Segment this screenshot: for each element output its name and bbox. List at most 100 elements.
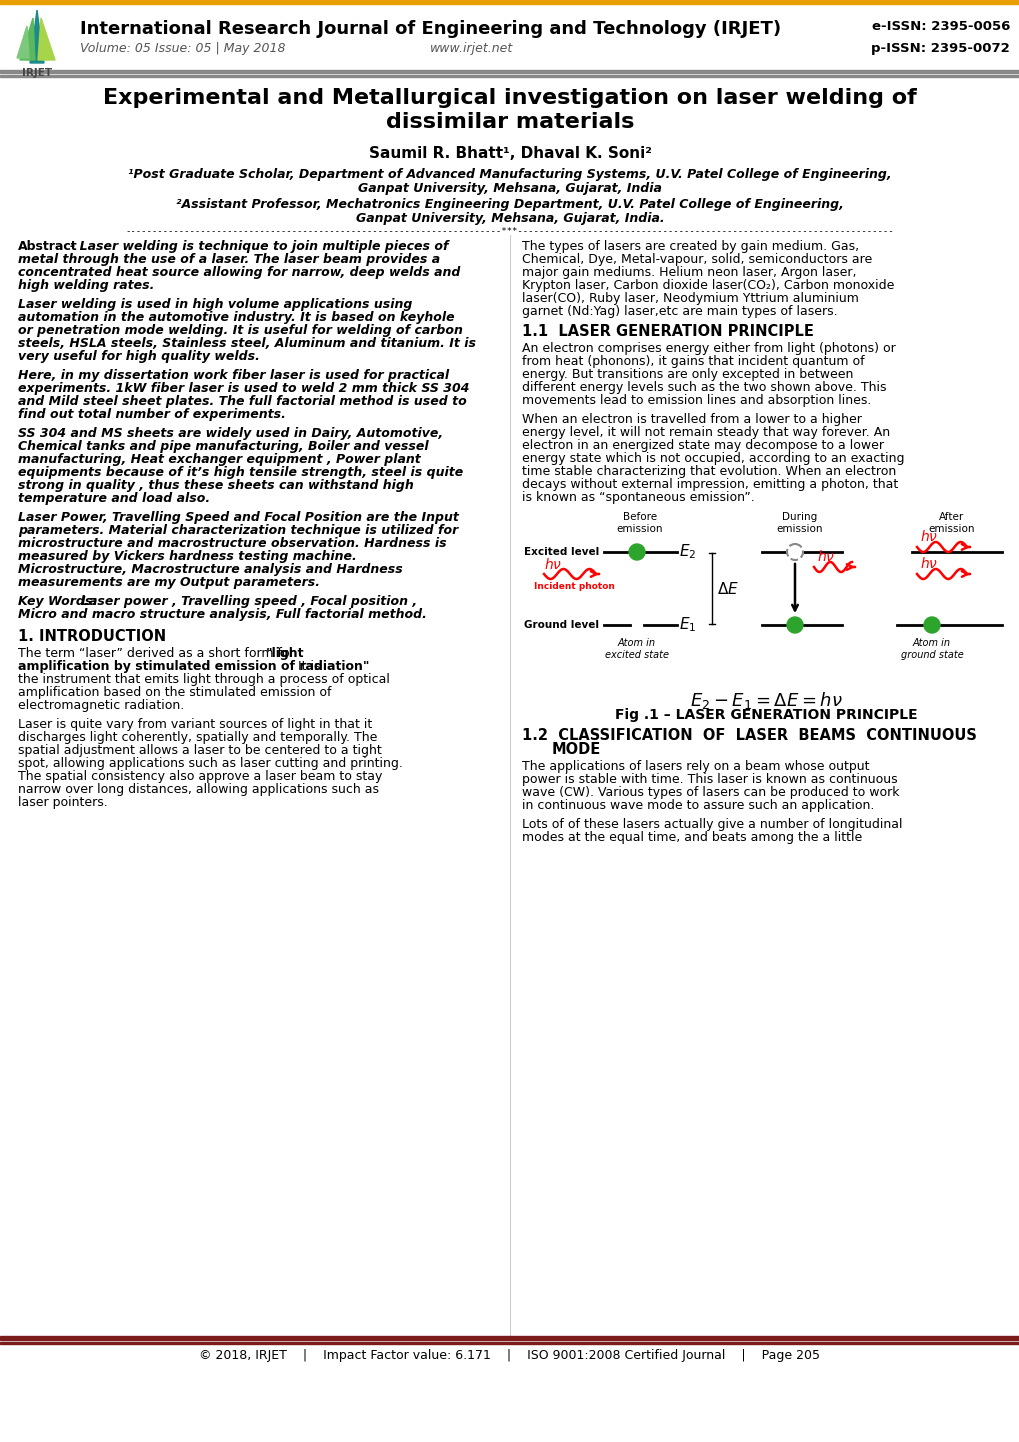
Text: The applications of lasers rely on a beam whose output: The applications of lasers rely on a bea… (522, 760, 868, 773)
Text: $h\nu$: $h\nu$ (919, 529, 937, 544)
Text: measurements are my Output parameters.: measurements are my Output parameters. (18, 575, 320, 588)
Text: spatial adjustment allows a laser to be centered to a tight: spatial adjustment allows a laser to be … (18, 744, 381, 757)
Text: After
emission: After emission (928, 512, 974, 534)
Text: During
emission: During emission (776, 512, 822, 534)
Text: movements lead to emission lines and absorption lines.: movements lead to emission lines and abs… (522, 394, 870, 407)
Text: $\Delta E$: $\Delta E$ (716, 581, 739, 597)
Text: Experimental and Metallurgical investigation on laser welding of: Experimental and Metallurgical investiga… (103, 88, 916, 108)
Text: Before
emission: Before emission (616, 512, 662, 534)
Text: Ground level: Ground level (524, 620, 598, 630)
Text: wave (CW). Various types of lasers can be produced to work: wave (CW). Various types of lasers can b… (522, 786, 899, 799)
Text: Laser is quite vary from variant sources of light in that it: Laser is quite vary from variant sources… (18, 718, 372, 731)
Text: modes at the equal time, and beats among the a little: modes at the equal time, and beats among… (522, 831, 861, 844)
Text: Atom in
excited state: Atom in excited state (604, 637, 668, 659)
Text: An electron comprises energy either from light (photons) or: An electron comprises energy either from… (522, 342, 895, 355)
Text: time stable characterizing that evolution. When an electron: time stable characterizing that evolutio… (522, 464, 896, 477)
Text: Saumil R. Bhatt¹, Dhaval K. Soni²: Saumil R. Bhatt¹, Dhaval K. Soni² (368, 146, 651, 162)
Text: e-ISSN: 2395-0056: e-ISSN: 2395-0056 (871, 20, 1009, 33)
Text: When an electron is travelled from a lower to a higher: When an electron is travelled from a low… (522, 412, 861, 425)
Text: Laser power , Travelling speed , Focal position ,: Laser power , Travelling speed , Focal p… (81, 596, 417, 609)
Text: Lots of of these lasers actually give a number of longitudinal: Lots of of these lasers actually give a … (522, 818, 902, 831)
Text: $E_1$: $E_1$ (679, 616, 696, 634)
Text: experiments. 1kW fiber laser is used to weld 2 mm thick SS 304: experiments. 1kW fiber laser is used to … (18, 382, 469, 395)
Text: amplification by stimulated emission of radiation": amplification by stimulated emission of … (18, 660, 369, 673)
Text: p-ISSN: 2395-0072: p-ISSN: 2395-0072 (870, 42, 1009, 55)
Text: Volume: 05 Issue: 05 | May 2018: Volume: 05 Issue: 05 | May 2018 (79, 42, 285, 55)
Text: ----------------------------------------------------------------------***-------: ----------------------------------------… (125, 226, 894, 235)
Text: different energy levels such as the two shown above. This: different energy levels such as the two … (522, 381, 886, 394)
Text: Laser Power, Travelling Speed and Focal Position are the Input: Laser Power, Travelling Speed and Focal … (18, 510, 459, 523)
Text: $h\nu$: $h\nu$ (543, 557, 561, 572)
Text: 1.2  CLASSIFICATION  OF  LASER  BEAMS  CONTINUOUS: 1.2 CLASSIFICATION OF LASER BEAMS CONTIN… (522, 728, 976, 743)
Text: electron in an energized state may decompose to a lower: electron in an energized state may decom… (522, 438, 883, 451)
Circle shape (923, 617, 940, 633)
Text: ²Assistant Professor, Mechatronics Engineering Department, U.V. Patel College of: ²Assistant Professor, Mechatronics Engin… (176, 198, 843, 211)
Text: steels, HSLA steels, Stainless steel, Aluminum and titanium. It is: steels, HSLA steels, Stainless steel, Al… (18, 337, 476, 350)
Text: automation in the automotive industry. It is based on keyhole: automation in the automotive industry. I… (18, 311, 454, 324)
Text: parameters. Material characterization technique is utilized for: parameters. Material characterization te… (18, 523, 458, 536)
Text: high welding rates.: high welding rates. (18, 278, 154, 291)
Text: The types of lasers are created by gain medium. Gas,: The types of lasers are created by gain … (522, 239, 858, 252)
Text: in continuous wave mode to assure such an application.: in continuous wave mode to assure such a… (522, 799, 873, 812)
Polygon shape (17, 26, 29, 58)
Text: International Research Journal of Engineering and Technology (IRJET): International Research Journal of Engine… (79, 20, 781, 37)
Text: "light: "light (266, 647, 305, 660)
Text: IRJET: IRJET (22, 68, 52, 78)
Circle shape (629, 544, 644, 559)
Bar (0, 0, 1019, 4)
Text: SS 304 and MS sheets are widely used in Dairy, Automotive,: SS 304 and MS sheets are widely used in … (18, 427, 442, 440)
Text: or penetration mode welding. It is useful for welding of carbon: or penetration mode welding. It is usefu… (18, 324, 463, 337)
Polygon shape (38, 17, 55, 61)
Text: electromagnetic radiation.: electromagnetic radiation. (18, 699, 184, 712)
Text: energy state which is not occupied, according to an exacting: energy state which is not occupied, acco… (522, 451, 904, 464)
Text: . It is: . It is (289, 660, 320, 673)
Circle shape (787, 544, 802, 559)
Text: $E_2 - E_1 = \Delta E = h\nu$: $E_2 - E_1 = \Delta E = h\nu$ (689, 691, 842, 711)
Text: very useful for high quality welds.: very useful for high quality welds. (18, 350, 260, 363)
Text: ¹Post Graduate Scholar, Department of Advanced Manufacturing Systems, U.V. Patel: ¹Post Graduate Scholar, Department of Ad… (128, 169, 891, 182)
Text: MODE: MODE (551, 743, 600, 757)
Text: 1. INTRODUCTION: 1. INTRODUCTION (18, 629, 166, 645)
Text: energy level, it will not remain steady that way forever. An: energy level, it will not remain steady … (522, 425, 890, 438)
Text: Micro and macro structure analysis, Full factorial method.: Micro and macro structure analysis, Full… (18, 609, 427, 622)
Text: is known as “spontaneous emission”.: is known as “spontaneous emission”. (522, 490, 754, 505)
Polygon shape (20, 17, 35, 61)
Text: spot, allowing applications such as laser cutting and printing.: spot, allowing applications such as lase… (18, 757, 403, 770)
Text: Key Words:: Key Words: (18, 596, 97, 609)
Text: $h\nu$: $h\nu$ (816, 549, 835, 564)
Text: Krypton laser, Carbon dioxide laser(CO₂), Carbon monoxide: Krypton laser, Carbon dioxide laser(CO₂)… (522, 278, 894, 291)
Text: Chemical, Dye, Metal-vapour, solid, semiconductors are: Chemical, Dye, Metal-vapour, solid, semi… (522, 252, 871, 265)
Text: Ganpat University, Mehsana, Gujarat, India.: Ganpat University, Mehsana, Gujarat, Ind… (356, 212, 663, 225)
Text: laser(CO), Ruby laser, Neodymium Yttrium aluminium: laser(CO), Ruby laser, Neodymium Yttrium… (522, 291, 858, 306)
Text: Incident photon: Incident photon (534, 583, 614, 591)
Text: garnet (Nd:Yag) laser,etc are main types of lasers.: garnet (Nd:Yag) laser,etc are main types… (522, 306, 837, 319)
Text: find out total number of experiments.: find out total number of experiments. (18, 408, 285, 421)
Text: Fig .1 – LASER GENERATION PRINCIPLE: Fig .1 – LASER GENERATION PRINCIPLE (614, 708, 916, 722)
Text: - Laser welding is technique to join multiple pieces of: - Laser welding is technique to join mul… (70, 239, 448, 252)
Circle shape (787, 617, 802, 633)
Text: Laser welding is used in high volume applications using: Laser welding is used in high volume app… (18, 298, 412, 311)
Text: Here, in my dissertation work fiber laser is used for practical: Here, in my dissertation work fiber lase… (18, 369, 448, 382)
Text: manufacturing, Heat exchanger equipment , Power plant: manufacturing, Heat exchanger equipment … (18, 453, 421, 466)
Text: Excited level: Excited level (524, 547, 599, 557)
Bar (0, 1341, 1019, 1344)
Text: $E_2$: $E_2$ (679, 542, 696, 561)
Text: Abstract: Abstract (18, 239, 77, 252)
Text: dissimilar materials: dissimilar materials (385, 112, 634, 133)
Text: Atom in
ground state: Atom in ground state (900, 637, 962, 659)
Text: 1.1  LASER GENERATION PRINCIPLE: 1.1 LASER GENERATION PRINCIPLE (522, 324, 813, 339)
Text: www.irjet.net: www.irjet.net (430, 42, 513, 55)
Text: strong in quality , thus these sheets can withstand high: strong in quality , thus these sheets ca… (18, 479, 414, 492)
Text: decays without external impression, emitting a photon, that: decays without external impression, emit… (522, 477, 898, 490)
Text: and Mild steel sheet plates. The full factorial method is used to: and Mild steel sheet plates. The full fa… (18, 395, 467, 408)
Text: the instrument that emits light through a process of optical: the instrument that emits light through … (18, 673, 389, 686)
Polygon shape (30, 10, 44, 63)
Text: $h\nu$: $h\nu$ (919, 557, 937, 571)
Text: laser pointers.: laser pointers. (18, 796, 108, 809)
Text: measured by Vickers hardness testing machine.: measured by Vickers hardness testing mac… (18, 549, 357, 562)
Text: Ganpat University, Mehsana, Gujarat, India: Ganpat University, Mehsana, Gujarat, Ind… (358, 182, 661, 195)
Text: The term “laser” derived as a short form for: The term “laser” derived as a short form… (18, 647, 299, 660)
Bar (0, 71, 1019, 74)
Text: equipments because of it’s high tensile strength, steel is quite: equipments because of it’s high tensile … (18, 466, 463, 479)
Text: from heat (phonons), it gains that incident quantum of: from heat (phonons), it gains that incid… (522, 355, 864, 368)
